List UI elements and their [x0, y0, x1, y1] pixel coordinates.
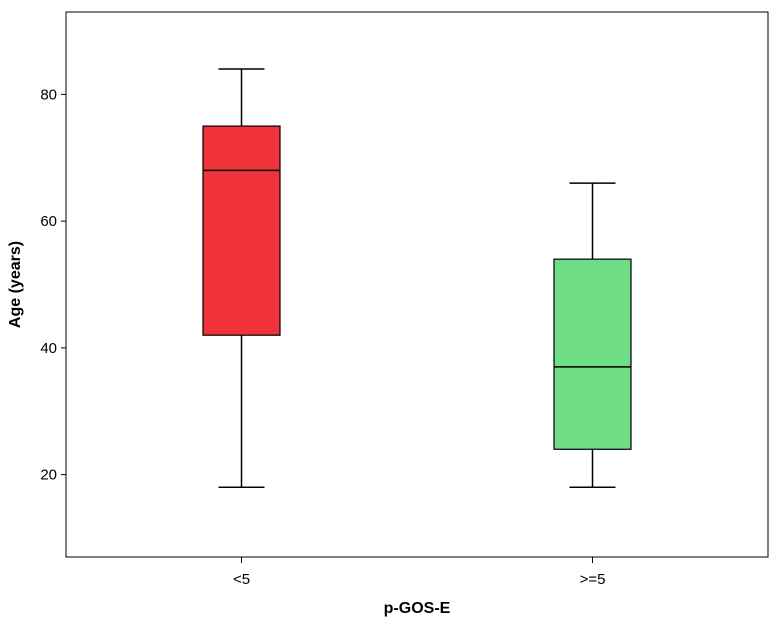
x-tick-label: <5	[233, 571, 250, 588]
y-axis-title: Age (years)	[7, 241, 24, 328]
y-tick-label: 40	[40, 340, 57, 357]
y-axis: 20 40 60 80	[40, 86, 66, 484]
y-tick-label: 80	[40, 86, 57, 103]
y-tick-label: 20	[40, 467, 57, 484]
iqr-box	[553, 258, 632, 450]
box-group	[553, 182, 632, 489]
iqr-box	[202, 125, 281, 336]
y-tick-label: 60	[40, 213, 57, 230]
x-axis: <5 >=5	[233, 557, 605, 588]
x-tick-label: >=5	[580, 571, 606, 588]
plot-frame	[65, 11, 769, 558]
x-axis-title: p-GOS-E	[384, 600, 451, 617]
boxes	[202, 68, 632, 489]
box-group	[202, 68, 281, 489]
